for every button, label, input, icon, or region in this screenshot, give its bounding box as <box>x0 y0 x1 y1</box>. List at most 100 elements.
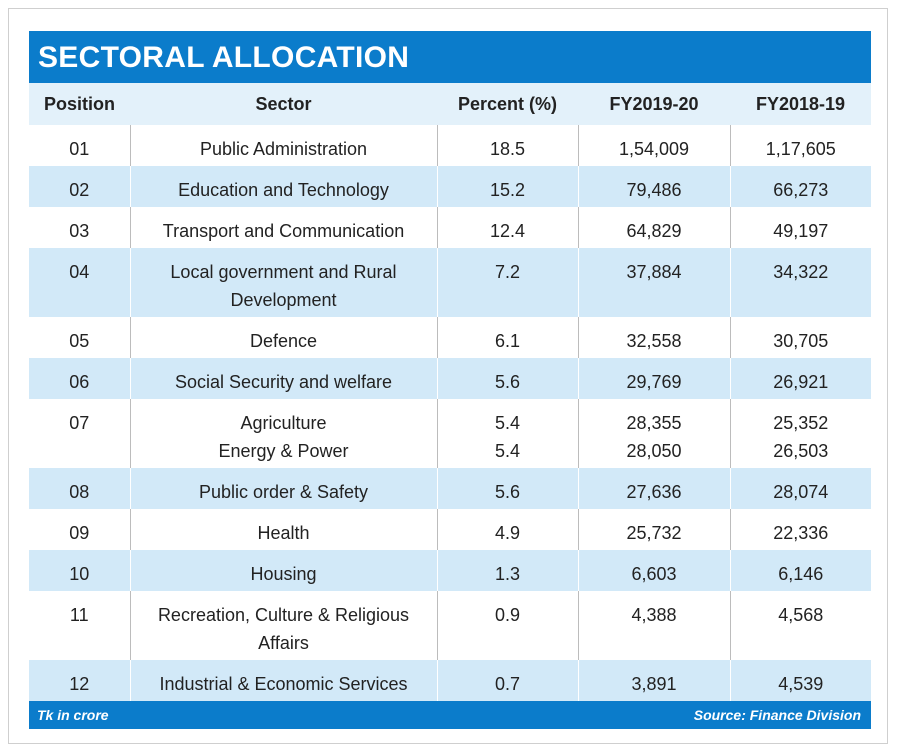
fy2019-20-cell-line: 27,636 <box>626 482 682 502</box>
fy2018-19-cell: 25,352 26,503 <box>729 399 871 468</box>
sector-cell-line: Health <box>257 523 310 543</box>
table-row: 02 Education and Technology 15.2 79,486 66,2… <box>29 166 871 207</box>
percent-cell: 7.2 <box>436 248 578 317</box>
sector-cell: Industrial & Economic Services <box>129 660 437 701</box>
percent-cell-line: 12.4 <box>489 221 526 241</box>
sector-cell-line: Industrial & Economic Services <box>159 674 408 694</box>
percent-cell-line: 18.5 <box>489 139 526 159</box>
percent-cell-line: 4.9 <box>494 523 521 543</box>
fy2019-20-cell: 32,558 <box>577 317 730 358</box>
fy2019-20-cell: 3,891 <box>577 660 730 701</box>
sector-cell: Public order & Safety <box>129 468 437 509</box>
sector-cell: Recreation, Culture & Religious Affairs <box>129 591 437 660</box>
fy2019-20-cell: 6,603 <box>577 550 730 591</box>
allocation-table: Position Sector Percent (%) FY2019-20 FY… <box>29 83 871 701</box>
sector-cell-line: Defence <box>249 331 318 351</box>
fy2018-19-cell: 6,146 <box>729 550 871 591</box>
table-row: 04 Local government and Rural Development 7… <box>29 248 871 317</box>
fy2018-19-cell: 4,539 <box>729 660 871 701</box>
fy2019-20-cell-line: 28,355 <box>626 413 682 433</box>
fy2018-19-cell: 26,921 <box>729 358 871 399</box>
fy2018-19-cell-line: 1,17,605 <box>765 139 836 159</box>
fy2019-20-cell: 64,829 <box>577 207 730 248</box>
fy2019-20-cell: 27,636 <box>577 468 730 509</box>
fy2018-19-cell-line: 26,503 <box>773 441 829 461</box>
table-row: 03 Transport and Communication 12.4 64,829 4… <box>29 207 871 248</box>
position-cell: 11 <box>69 605 89 625</box>
sector-cell-line: Public order & Safety <box>198 482 369 502</box>
fy2019-20-cell-line: 29,769 <box>626 372 682 392</box>
percent-cell: 18.5 <box>436 125 578 166</box>
fy2018-19-cell: 22,336 <box>729 509 871 550</box>
position-cell: 06 <box>29 358 130 399</box>
position-cell: 02 <box>29 166 130 207</box>
fy2018-19-cell: 28,074 <box>729 468 871 509</box>
fy2019-20-cell: 37,884 <box>577 248 730 317</box>
sector-cell: Defence <box>129 317 437 358</box>
sector-cell: Public Administration <box>129 125 437 166</box>
percent-cell-line: 5.4 <box>494 441 521 461</box>
percent-cell-line: 0.9 <box>494 605 521 625</box>
fy2018-19-cell-line: 49,197 <box>773 221 829 241</box>
unit-note: Tk in crore <box>37 707 109 723</box>
fy2019-20-cell: 1,54,009 <box>577 125 730 166</box>
sector-cell: Housing <box>129 550 437 591</box>
table-footer: Tk in crore Source: Finance Division <box>29 701 871 729</box>
fy2019-20-cell: 28,355 28,050 <box>577 399 730 468</box>
fy2018-19-cell: 66,273 <box>729 166 871 207</box>
sectoral-allocation-table-card: SECTORAL ALLOCATION Position Sector Perc… <box>29 31 871 729</box>
fy2019-20-cell: 29,769 <box>577 358 730 399</box>
table-row: 05 Defence 6.1 32,558 30,705 <box>29 317 871 358</box>
sector-cell-line: Development <box>230 290 337 310</box>
percent-cell-line: 0.7 <box>494 674 521 694</box>
table-row: 12 Industrial & Economic Services 0.7 3,891… <box>29 660 871 701</box>
percent-cell-line: 5.6 <box>494 372 521 392</box>
fy2019-20-cell-line: 6,603 <box>631 564 677 584</box>
fy2018-19-cell: 49,197 <box>729 207 871 248</box>
sector-cell: Education and Technology <box>129 166 437 207</box>
sector-cell-line: Social Security and welfare <box>174 372 393 392</box>
header-percent: Percent (%) <box>437 83 578 125</box>
fy2019-20-cell-line: 64,829 <box>626 221 682 241</box>
fy2018-19-cell-line: 25,352 <box>773 413 829 433</box>
header-row: Position Sector Percent (%) FY2019-20 FY… <box>29 83 871 125</box>
percent-cell: 0.9 <box>436 591 578 660</box>
fy2018-19-cell-line: 30,705 <box>773 331 829 351</box>
fy2018-19-cell-line: 26,921 <box>773 372 829 392</box>
percent-cell-line: 6.1 <box>494 331 521 351</box>
sector-cell-line: Housing <box>250 564 317 584</box>
sector-cell: Health <box>129 509 437 550</box>
table-row: 07 Agriculture Energy & Power 5.4 5.4 28,355 2… <box>29 399 871 468</box>
percent-cell: 5.6 <box>436 468 578 509</box>
fy2019-20-cell-line: 32,558 <box>626 331 682 351</box>
percent-cell: 1.3 <box>436 550 578 591</box>
fy2019-20-cell-line: 28,050 <box>626 441 682 461</box>
position-cell: 07 <box>69 413 90 433</box>
table-row: 09 Health 4.9 25,732 22,336 <box>29 509 871 550</box>
fy2019-20-cell-line: 25,732 <box>626 523 682 543</box>
fy2019-20-cell-line: 3,891 <box>631 674 677 694</box>
sector-cell: Local government and Rural Development <box>129 248 437 317</box>
fy2019-20-cell-line: 37,884 <box>626 262 682 282</box>
table-row: 01 Public Administration 18.5 1,54,009 1,17,… <box>29 125 871 166</box>
sector-cell-line: Transport and Communication <box>162 221 405 241</box>
source-note: Source: Finance Division <box>693 707 861 723</box>
sector-cell-line: Energy & Power <box>218 441 349 461</box>
position-cell: 01 <box>69 139 90 159</box>
sector-cell: Transport and Communication <box>129 207 437 248</box>
sector-cell: Agriculture Energy & Power <box>129 399 437 468</box>
sector-cell: Social Security and welfare <box>129 358 437 399</box>
position-cell: 08 <box>29 468 130 509</box>
sector-cell-line: Local government and Rural <box>170 262 397 282</box>
fy2019-20-cell: 25,732 <box>577 509 730 550</box>
header-sector: Sector <box>130 83 437 125</box>
position-cell: 10 <box>29 550 130 591</box>
percent-cell-line: 15.2 <box>489 180 526 200</box>
position-cell: 12 <box>29 660 130 701</box>
fy2018-19-cell: 30,705 <box>729 317 871 358</box>
fy2018-19-cell-line: 66,273 <box>773 180 829 200</box>
percent-cell: 12.4 <box>436 207 578 248</box>
sector-cell-line: Recreation, Culture & Religious <box>157 605 410 625</box>
fy2018-19-cell: 34,322 <box>729 248 871 317</box>
fy2018-19-cell-line: 34,322 <box>773 262 829 282</box>
